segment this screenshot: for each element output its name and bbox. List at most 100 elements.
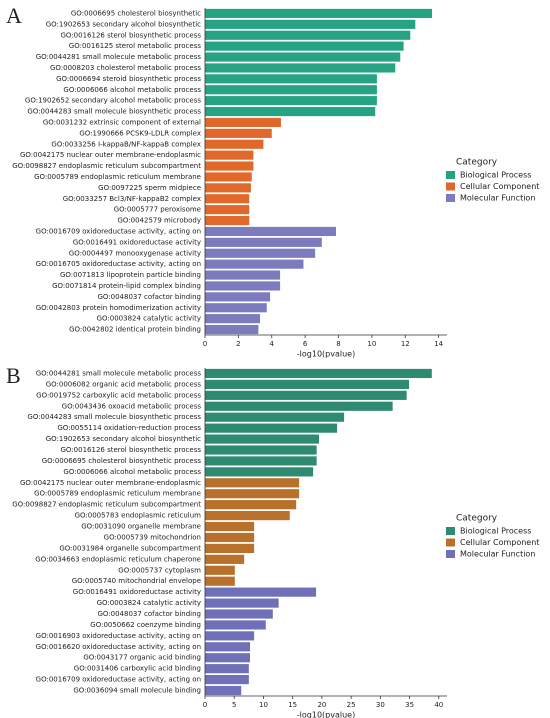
y-tick-label: GO:0048037 cofactor binding bbox=[97, 610, 201, 618]
y-tick-label: GO:0006695 cholesterol biosynthetic proc… bbox=[42, 457, 202, 465]
y-tick-label: GO:0016903 oxidoreductase activity, acti… bbox=[36, 632, 201, 640]
bar bbox=[205, 609, 273, 619]
bar bbox=[205, 511, 290, 521]
y-tick-label: GO:0016620 oxidoreductase activity, acti… bbox=[36, 643, 201, 651]
x-tick-label: 5 bbox=[232, 701, 236, 709]
y-tick-label: GO:0016491 oxidoreductase activity bbox=[73, 588, 201, 596]
x-tick-label: 6 bbox=[303, 340, 308, 348]
legend-swatch bbox=[446, 538, 455, 547]
bar bbox=[205, 576, 235, 586]
y-tick-label: GO:1990666 PCSK9-LDLR complex bbox=[79, 129, 201, 137]
bar bbox=[205, 281, 281, 291]
x-tick-label: 10 bbox=[259, 701, 268, 709]
bar bbox=[205, 565, 235, 575]
y-tick-label: GO:1902653 secondary alcohol biosyntheti… bbox=[46, 435, 201, 443]
x-axis-label: -log10(pvalue) bbox=[297, 711, 355, 718]
y-tick-label: GO:0098827 endoplasmic reticulum subcomp… bbox=[12, 501, 201, 509]
y-tick-label: GO:0033256 I-kappaB/NF-kappaB complex bbox=[51, 140, 201, 148]
bar bbox=[205, 423, 338, 433]
bar bbox=[205, 653, 251, 663]
bar bbox=[205, 500, 297, 510]
y-tick-label: GO:0003824 catalytic activity bbox=[97, 599, 201, 607]
bar bbox=[205, 8, 432, 19]
y-tick-label: GO:1902653 secondary alcohol biosyntheti… bbox=[46, 20, 201, 28]
bar bbox=[205, 489, 300, 499]
y-tick-label: GO:1902652 secondary alcohol metabolic p… bbox=[25, 97, 201, 105]
bar bbox=[205, 412, 345, 422]
y-tick-label: GO:0006066 alcohol metabolic process bbox=[63, 468, 201, 476]
bar bbox=[205, 215, 250, 226]
bar bbox=[205, 96, 377, 106]
bar bbox=[205, 642, 251, 652]
y-tick-label: GO:0016126 sterol biosynthetic process bbox=[61, 446, 202, 454]
y-tick-label: GO:0005777 peroxisome bbox=[114, 206, 201, 214]
bar bbox=[205, 685, 242, 696]
bar bbox=[205, 532, 255, 543]
bar bbox=[205, 226, 337, 237]
y-tick-label: GO:0033257 Bcl3/NF-kappaB2 complex bbox=[63, 195, 201, 203]
y-tick-label: GO:0031232 extrinsic component of extern… bbox=[43, 118, 201, 126]
x-axis-label: -log10(pvalue) bbox=[297, 350, 355, 359]
bar bbox=[205, 303, 267, 313]
y-tick-label: GO:0016125 sterol metabolic process bbox=[69, 42, 202, 50]
legend-title: Category bbox=[456, 514, 498, 524]
y-tick-label: GO:0042803 protein homodimerization acti… bbox=[36, 304, 201, 312]
bar bbox=[205, 172, 252, 182]
x-tick-label: 35 bbox=[405, 701, 414, 709]
y-tick-label: GO:0016709 oxidoreductase activity, acti… bbox=[36, 676, 201, 684]
y-tick-label: GO:0004497 monooxygenase activity bbox=[69, 249, 201, 257]
bar bbox=[205, 478, 300, 488]
bar bbox=[205, 620, 266, 630]
x-tick-label: 30 bbox=[376, 701, 385, 709]
y-tick-label: GO:0006082 organic acid metabolic proces… bbox=[46, 380, 202, 388]
bar bbox=[205, 467, 314, 477]
legend-label: Biological Process bbox=[460, 171, 531, 180]
legend-label: Cellular Component bbox=[460, 538, 539, 547]
panel-label: B bbox=[6, 363, 21, 388]
legend-label: Molecular Function bbox=[460, 194, 535, 203]
bar bbox=[205, 664, 249, 674]
legend-swatch bbox=[446, 171, 455, 179]
bar bbox=[205, 390, 407, 400]
y-tick-label: GO:0097225 sperm midpiece bbox=[98, 184, 201, 192]
bar bbox=[205, 434, 319, 444]
legend-swatch bbox=[446, 194, 455, 202]
y-tick-label: GO:0008203 cholesterol metabolic process bbox=[50, 64, 201, 72]
bar bbox=[205, 19, 416, 29]
y-tick-label: GO:0044283 small molecule biosynthetic p… bbox=[27, 108, 201, 116]
y-tick-label: GO:0071814 protein-lipid complex binding bbox=[52, 282, 201, 290]
x-tick-label: 10 bbox=[367, 340, 376, 348]
bar bbox=[205, 324, 259, 335]
bar bbox=[205, 456, 317, 466]
panel-label: A bbox=[6, 3, 22, 28]
y-tick-label: GO:0044281 small molecule metabolic proc… bbox=[36, 53, 202, 61]
x-tick-label: 8 bbox=[336, 340, 340, 348]
y-tick-label: GO:0006694 steroid biosynthetic process bbox=[56, 75, 201, 83]
bar bbox=[205, 194, 250, 204]
bar bbox=[205, 445, 317, 455]
y-tick-label: GO:0006695 cholesterol biosynthetic bbox=[71, 9, 201, 17]
y-tick-label: GO:0006066 alcohol metabolic process bbox=[63, 86, 201, 94]
y-tick-label: GO:0042802 identical protein binding bbox=[69, 326, 201, 334]
x-tick-label: 12 bbox=[401, 340, 410, 348]
y-tick-label: GO:0005740 mitochondrial envelope bbox=[72, 577, 201, 585]
legend-label: Biological Process bbox=[460, 527, 531, 536]
y-tick-label: GO:0048037 cofactor binding bbox=[97, 293, 201, 301]
bar bbox=[205, 270, 281, 280]
y-tick-label: GO:0019752 carboxylic acid metabolic pro… bbox=[36, 391, 201, 399]
bar bbox=[205, 30, 411, 40]
bar bbox=[205, 139, 264, 149]
x-tick-label: 0 bbox=[203, 340, 207, 348]
y-tick-label: GO:0043436 oxoacid metabolic process bbox=[62, 402, 202, 410]
bar bbox=[205, 74, 377, 84]
bar bbox=[205, 521, 255, 532]
bar bbox=[205, 237, 322, 247]
bar bbox=[205, 205, 250, 215]
bar bbox=[205, 41, 404, 51]
y-tick-label: GO:0005783 endoplasmic reticulum bbox=[75, 512, 202, 520]
y-tick-label: GO:0044281 small molecule metabolic proc… bbox=[36, 369, 202, 377]
bar bbox=[205, 150, 254, 160]
legend-title: Category bbox=[456, 158, 498, 168]
y-tick-label: GO:0055114 oxidation-reduction process bbox=[57, 424, 201, 432]
